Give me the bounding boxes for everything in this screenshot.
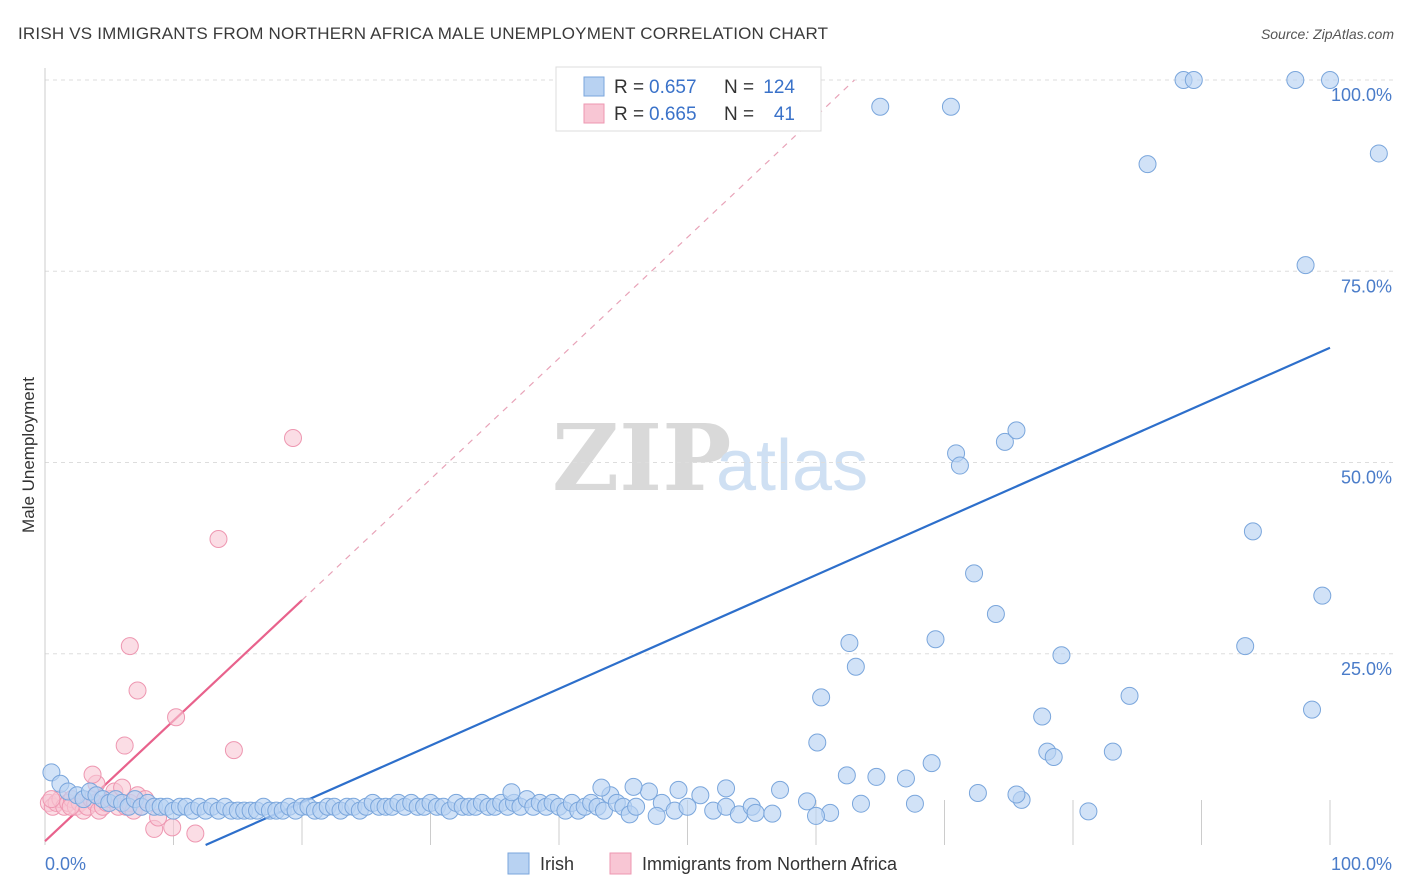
point-irish bbox=[926, 630, 945, 649]
point-irish bbox=[846, 657, 865, 676]
point-irish bbox=[678, 797, 697, 816]
point-irish bbox=[905, 794, 924, 813]
watermark-atlas: atlas bbox=[716, 426, 868, 506]
point-irish bbox=[922, 754, 941, 773]
point-irish bbox=[669, 780, 688, 799]
point-nafrica bbox=[42, 790, 61, 809]
point-irish bbox=[851, 794, 870, 813]
trendline-nafrica-extension bbox=[301, 79, 855, 601]
point-irish bbox=[1033, 707, 1052, 726]
point-irish bbox=[647, 806, 666, 825]
point-irish bbox=[1286, 71, 1305, 89]
point-irish bbox=[798, 792, 817, 811]
bottom-legend-label-irish: Irish bbox=[540, 854, 574, 874]
point-irish bbox=[1138, 155, 1157, 174]
legend-swatch-irish bbox=[583, 76, 605, 97]
points-nafrica bbox=[39, 429, 303, 843]
point-irish bbox=[837, 766, 856, 785]
gridlines bbox=[45, 79, 1395, 655]
point-nafrica bbox=[186, 824, 205, 843]
legend-r-label-irish: R = bbox=[614, 77, 644, 98]
point-nafrica bbox=[83, 765, 102, 784]
y-axis-label: Male Unemployment bbox=[19, 377, 38, 533]
point-irish bbox=[771, 780, 790, 799]
point-irish bbox=[986, 604, 1005, 623]
point-irish bbox=[941, 97, 960, 116]
point-irish bbox=[1007, 785, 1026, 804]
legend-r-label-nafrica: R = bbox=[614, 104, 644, 125]
point-irish bbox=[717, 779, 736, 798]
point-nafrica bbox=[224, 741, 243, 760]
y-tick-label: 50.0% bbox=[1341, 468, 1392, 488]
point-nafrica bbox=[209, 530, 228, 548]
point-irish bbox=[950, 456, 969, 475]
point-nafrica bbox=[284, 429, 303, 448]
point-irish bbox=[1296, 256, 1315, 275]
point-irish bbox=[1079, 802, 1098, 821]
top-legend: R = 0.657 N = 124 R = 0.665 N = 41 bbox=[555, 66, 822, 132]
watermark-zip: ZIP bbox=[552, 404, 731, 512]
point-irish bbox=[807, 806, 825, 825]
point-nafrica bbox=[115, 736, 134, 755]
y-tick-label: 25.0% bbox=[1341, 659, 1392, 679]
bottom-legend-swatch-irish bbox=[507, 852, 530, 875]
point-nafrica bbox=[167, 708, 186, 727]
point-irish bbox=[624, 777, 643, 796]
point-irish bbox=[1369, 144, 1388, 163]
points-irish bbox=[42, 71, 1388, 825]
y-tick-labels: 25.0% 50.0% 75.0% 100.0% bbox=[1331, 85, 1392, 679]
point-nafrica bbox=[120, 637, 139, 656]
legend-r-value-nafrica: 0.665 bbox=[649, 104, 697, 125]
chart-source: Source: ZipAtlas.com bbox=[1261, 26, 1394, 42]
legend-r-value-irish: 0.657 bbox=[649, 77, 697, 98]
point-irish bbox=[965, 564, 984, 583]
point-irish bbox=[1052, 646, 1071, 665]
point-irish bbox=[1303, 700, 1322, 719]
point-irish bbox=[691, 786, 710, 805]
y-tick-label: 75.0% bbox=[1341, 276, 1392, 296]
point-irish bbox=[871, 97, 890, 116]
trendline-irish bbox=[205, 346, 1331, 847]
point-irish bbox=[1007, 421, 1026, 440]
point-irish bbox=[502, 783, 521, 802]
bottom-legend-label-nafrica: Immigrants from Northern Africa bbox=[642, 854, 898, 874]
legend-swatch-nafrica bbox=[583, 103, 605, 124]
point-irish bbox=[1184, 71, 1203, 89]
x-tick-labels: 0.0% 100.0% bbox=[45, 854, 1392, 874]
point-irish bbox=[808, 733, 827, 752]
point-irish bbox=[867, 767, 886, 786]
point-irish bbox=[995, 432, 1014, 451]
bottom-legend-swatch-nafrica bbox=[609, 852, 632, 875]
point-irish bbox=[1044, 748, 1063, 767]
point-irish bbox=[968, 783, 987, 802]
chart-title: IRISH VS IMMIGRANTS FROM NORTHERN AFRICA… bbox=[18, 24, 828, 43]
point-irish bbox=[896, 769, 915, 788]
point-irish bbox=[763, 804, 782, 823]
bottom-legend: Irish Immigrants from Northern Africa bbox=[507, 852, 898, 875]
point-irish bbox=[1120, 686, 1139, 705]
point-irish bbox=[1321, 71, 1339, 89]
point-irish bbox=[812, 688, 831, 707]
legend-n-value-nafrica: 41 bbox=[774, 104, 795, 125]
point-irish bbox=[1313, 586, 1332, 605]
x-tick-label: 0.0% bbox=[45, 854, 86, 874]
point-irish bbox=[1103, 742, 1122, 761]
legend-n-label-irish: N = bbox=[724, 77, 754, 98]
x-tick-label: 100.0% bbox=[1331, 854, 1392, 874]
legend-n-value-irish: 124 bbox=[763, 77, 795, 98]
point-irish bbox=[592, 778, 611, 797]
point-irish bbox=[840, 634, 859, 653]
point-irish bbox=[1243, 522, 1262, 541]
point-nafrica bbox=[163, 818, 182, 837]
legend-n-label-nafrica: N = bbox=[724, 104, 754, 125]
y-tick-label: 100.0% bbox=[1331, 85, 1392, 105]
point-nafrica bbox=[128, 681, 147, 700]
point-irish bbox=[627, 797, 646, 816]
point-irish bbox=[1236, 637, 1255, 656]
point-irish bbox=[746, 803, 765, 822]
